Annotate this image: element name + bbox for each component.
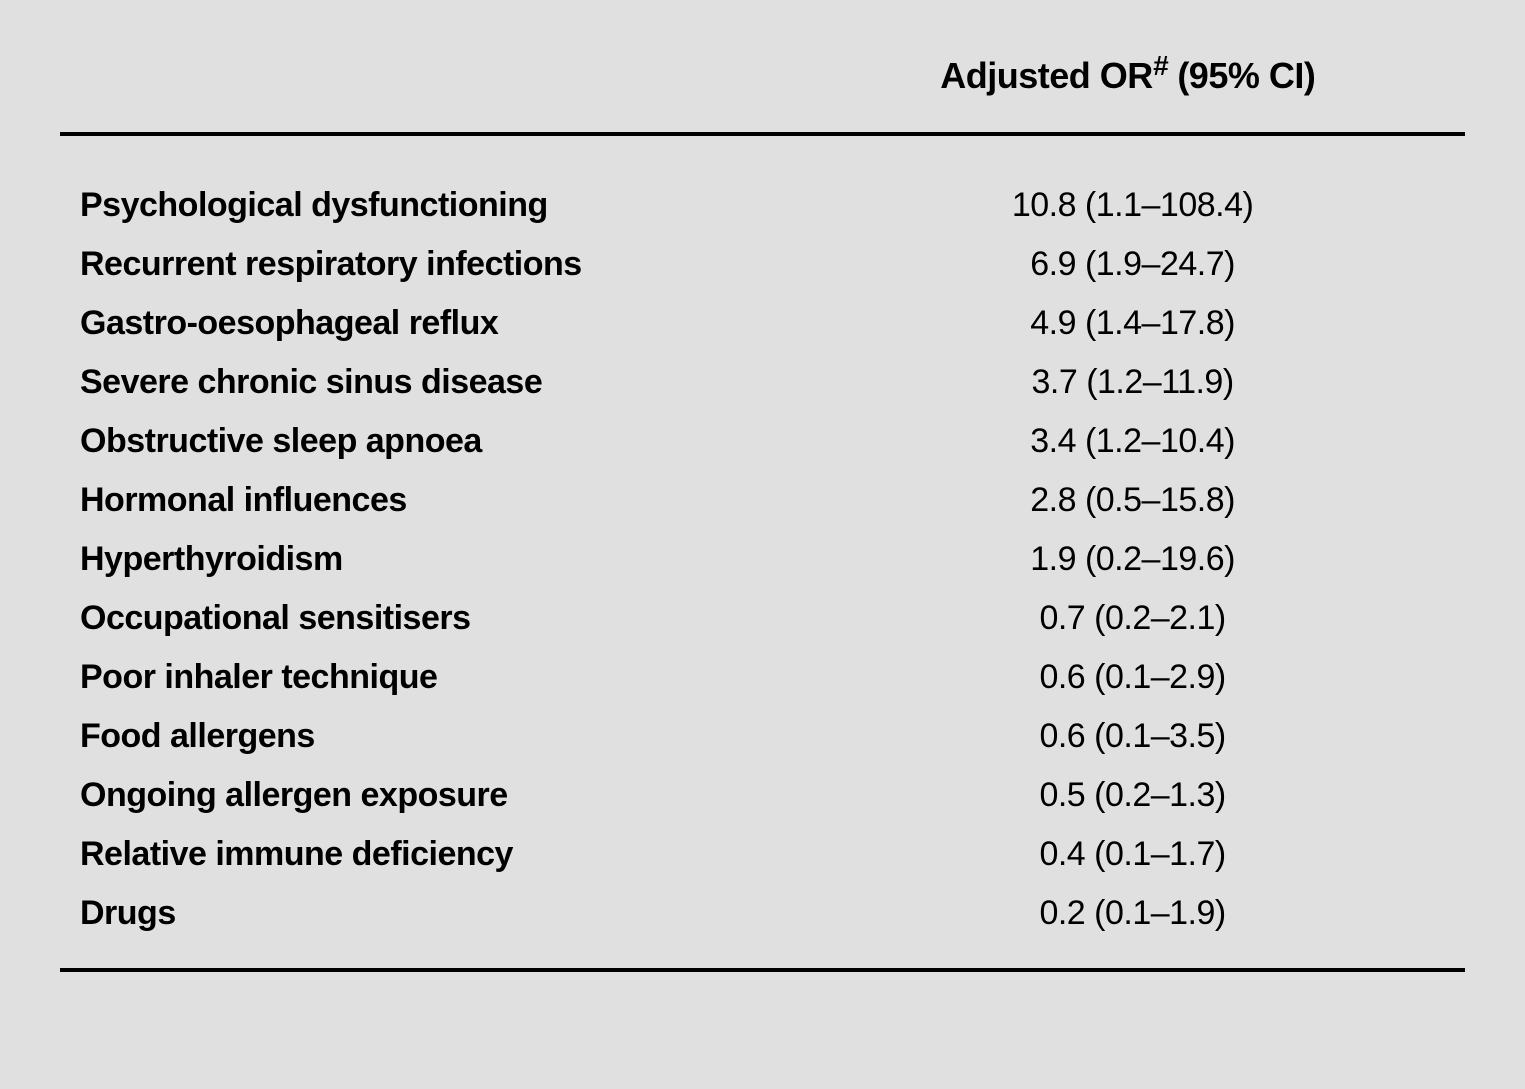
table-row: Occupational sensitisers 0.7 (0.2–2.1): [60, 599, 1465, 638]
header-superscript: #: [1153, 50, 1168, 81]
row-value: 3.4 (1.2–10.4): [800, 422, 1465, 461]
odds-ratio-table: Adjusted OR# (95% CI) Psychological dysf…: [60, 30, 1465, 972]
row-label: Severe chronic sinus disease: [80, 363, 800, 402]
table-header-row: Adjusted OR# (95% CI): [60, 30, 1465, 136]
table-row: Psychological dysfunctioning 10.8 (1.1–1…: [60, 186, 1465, 225]
row-label: Hyperthyroidism: [80, 540, 800, 579]
row-label: Food allergens: [80, 717, 800, 756]
row-value: 10.8 (1.1–108.4): [800, 186, 1465, 225]
row-value: 6.9 (1.9–24.7): [800, 245, 1465, 284]
row-value: 0.2 (0.1–1.9): [800, 894, 1465, 933]
table-row: Drugs 0.2 (0.1–1.9): [60, 894, 1465, 933]
row-label: Occupational sensitisers: [80, 599, 800, 638]
table-row: Hormonal influences 2.8 (0.5–15.8): [60, 481, 1465, 520]
row-label: Gastro-oesophageal reflux: [80, 304, 800, 343]
row-label: Recurrent respiratory infections: [80, 245, 800, 284]
row-label: Hormonal influences: [80, 481, 800, 520]
row-value: 2.8 (0.5–15.8): [800, 481, 1465, 520]
table-row: Gastro-oesophageal reflux 4.9 (1.4–17.8): [60, 304, 1465, 343]
table-row: Severe chronic sinus disease 3.7 (1.2–11…: [60, 363, 1465, 402]
table-row: Ongoing allergen exposure 0.5 (0.2–1.3): [60, 776, 1465, 815]
header-prefix: Adjusted OR: [940, 55, 1153, 96]
header-suffix: (95% CI): [1168, 55, 1316, 96]
row-value: 0.6 (0.1–2.9): [800, 658, 1465, 697]
table-body: Psychological dysfunctioning 10.8 (1.1–1…: [60, 136, 1465, 972]
row-value: 0.4 (0.1–1.7): [800, 835, 1465, 874]
row-value: 0.6 (0.1–3.5): [800, 717, 1465, 756]
table-row: Poor inhaler technique 0.6 (0.1–2.9): [60, 658, 1465, 697]
row-label: Psychological dysfunctioning: [80, 186, 800, 225]
row-value: 3.7 (1.2–11.9): [800, 363, 1465, 402]
table-row: Food allergens 0.6 (0.1–3.5): [60, 717, 1465, 756]
row-label: Drugs: [80, 894, 800, 933]
row-label: Obstructive sleep apnoea: [80, 422, 800, 461]
table-row: Recurrent respiratory infections 6.9 (1.…: [60, 245, 1465, 284]
table-row: Relative immune deficiency 0.4 (0.1–1.7): [60, 835, 1465, 874]
header-right-label: Adjusted OR# (95% CI): [791, 50, 1465, 97]
row-value: 4.9 (1.4–17.8): [800, 304, 1465, 343]
row-label: Ongoing allergen exposure: [80, 776, 800, 815]
row-value: 0.7 (0.2–2.1): [800, 599, 1465, 638]
table-row: Obstructive sleep apnoea 3.4 (1.2–10.4): [60, 422, 1465, 461]
row-value: 0.5 (0.2–1.3): [800, 776, 1465, 815]
row-value: 1.9 (0.2–19.6): [800, 540, 1465, 579]
header-left-blank: [60, 50, 791, 97]
table-row: Hyperthyroidism 1.9 (0.2–19.6): [60, 540, 1465, 579]
row-label: Relative immune deficiency: [80, 835, 800, 874]
row-label: Poor inhaler technique: [80, 658, 800, 697]
